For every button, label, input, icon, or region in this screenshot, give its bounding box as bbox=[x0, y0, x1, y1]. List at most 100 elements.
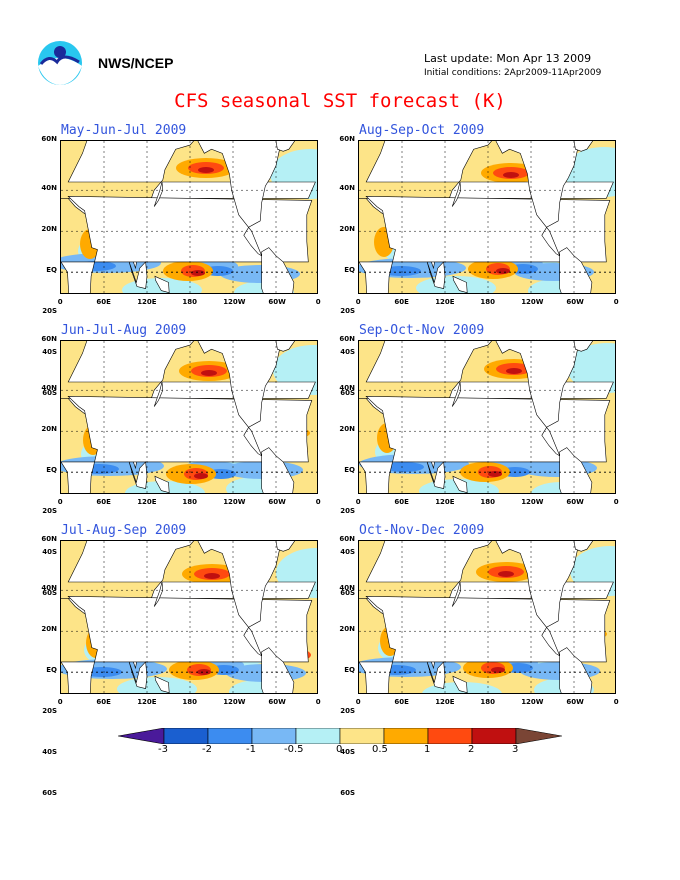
lat-label: EQ bbox=[344, 666, 355, 675]
land bbox=[153, 181, 164, 207]
lat-label: EQ bbox=[46, 666, 57, 675]
land bbox=[197, 341, 288, 457]
colorbar-label: 2 bbox=[468, 744, 475, 755]
colorbar-bin bbox=[163, 728, 209, 744]
lat-label: 60S bbox=[42, 789, 57, 798]
lon-label: 60E bbox=[394, 698, 409, 706]
land bbox=[275, 541, 296, 552]
lat-label: 60S bbox=[340, 589, 355, 598]
map-panel bbox=[60, 540, 318, 694]
lon-label: 120E bbox=[435, 498, 455, 506]
lat-label: 40S bbox=[340, 548, 355, 557]
land bbox=[559, 247, 593, 293]
lat-label: 60S bbox=[42, 389, 57, 398]
lon-label: 120W bbox=[223, 298, 246, 306]
lon-label: 120W bbox=[223, 698, 246, 706]
sst-map bbox=[359, 341, 615, 493]
anomaly-region bbox=[194, 473, 208, 479]
org-name: NWS/NCEP bbox=[98, 55, 174, 71]
land bbox=[573, 341, 594, 352]
anomaly-region bbox=[503, 172, 519, 178]
colorbar-bin bbox=[251, 728, 297, 744]
colorbar-bin bbox=[339, 728, 385, 744]
lat-label: 40S bbox=[340, 348, 355, 357]
land bbox=[573, 141, 594, 152]
land bbox=[275, 341, 296, 352]
lat-label: 20N bbox=[41, 225, 57, 234]
lat-label: 60N bbox=[339, 135, 355, 143]
lon-label: 60W bbox=[566, 698, 584, 706]
lon-label: 60E bbox=[96, 698, 111, 706]
lat-label: 40S bbox=[42, 348, 57, 357]
lat-label: 60S bbox=[42, 589, 57, 598]
colorbar-label: 3 bbox=[512, 744, 519, 755]
colorbar-label: -0.5 bbox=[284, 744, 304, 755]
lon-label: 120E bbox=[137, 698, 157, 706]
lat-label: 40N bbox=[41, 384, 57, 393]
lon-label: 0 bbox=[355, 698, 361, 706]
land bbox=[451, 381, 462, 407]
lat-label: 20S bbox=[340, 707, 355, 716]
sst-map bbox=[359, 541, 615, 693]
lon-label: 0 bbox=[613, 498, 619, 506]
anomaly-region bbox=[201, 370, 217, 376]
land bbox=[495, 541, 586, 657]
lon-label: 0 bbox=[57, 698, 63, 706]
lat-label: 40N bbox=[41, 584, 57, 593]
lon-label: 60E bbox=[96, 298, 111, 306]
colorbar-low-triangle bbox=[118, 728, 165, 744]
lat-label: 40S bbox=[42, 548, 57, 557]
lat-label: 20S bbox=[42, 507, 57, 516]
lon-label: 180 bbox=[480, 698, 496, 706]
lon-label: 60W bbox=[268, 498, 286, 506]
land bbox=[452, 275, 468, 293]
colorbar-label: 0.5 bbox=[372, 744, 388, 755]
land bbox=[495, 141, 586, 257]
map-panel bbox=[60, 140, 318, 294]
land bbox=[154, 275, 170, 293]
map-panel bbox=[358, 340, 616, 494]
lat-label: 20N bbox=[41, 425, 57, 434]
colorbar-bin bbox=[295, 728, 341, 744]
lon-label: 0 bbox=[315, 498, 321, 506]
lat-label: 60N bbox=[41, 535, 57, 543]
colorbar bbox=[118, 728, 562, 744]
anomaly-region bbox=[498, 571, 514, 577]
lon-label: 0 bbox=[57, 498, 63, 506]
lon-label: 0 bbox=[315, 698, 321, 706]
lon-label: 120W bbox=[521, 298, 544, 306]
land bbox=[451, 181, 462, 207]
map-panel bbox=[358, 140, 616, 294]
panel-title-1: May-Jun-Jul 2009 bbox=[61, 123, 187, 138]
sst-map bbox=[61, 341, 317, 493]
panel-title-6: Oct-Nov-Dec 2009 bbox=[359, 523, 485, 538]
lat-label: 40N bbox=[41, 184, 57, 193]
lat-label: 40N bbox=[339, 584, 355, 593]
lat-label: 60N bbox=[339, 335, 355, 343]
panel-title-5: Jul-Aug-Sep 2009 bbox=[61, 523, 187, 538]
lon-label: 120W bbox=[223, 498, 246, 506]
anomaly-region bbox=[496, 268, 510, 274]
lon-label: 180 bbox=[480, 498, 496, 506]
anomaly-region bbox=[491, 667, 505, 673]
lon-label: 120E bbox=[435, 298, 455, 306]
lon-label: 0 bbox=[355, 498, 361, 506]
colorbar-bin bbox=[427, 728, 473, 744]
lon-label: 180 bbox=[182, 698, 198, 706]
colorbar-label: -2 bbox=[202, 744, 212, 755]
lat-label: 60S bbox=[340, 389, 355, 398]
anomaly-region bbox=[506, 368, 522, 374]
lat-label: 20N bbox=[41, 625, 57, 634]
lat-label: 60N bbox=[41, 335, 57, 343]
lat-label: EQ bbox=[344, 266, 355, 275]
land bbox=[153, 381, 164, 407]
map-panel bbox=[358, 540, 616, 694]
land bbox=[153, 581, 164, 607]
main-title: CFS seasonal SST forecast (K) bbox=[174, 90, 506, 112]
lat-label: 20S bbox=[340, 307, 355, 316]
initial-conditions: Initial conditions: 2Apr2009-11Apr2009 bbox=[424, 68, 602, 78]
lon-label: 60E bbox=[394, 298, 409, 306]
lat-label: 60N bbox=[339, 535, 355, 543]
lat-label: 20S bbox=[42, 307, 57, 316]
anomaly-region bbox=[384, 462, 424, 472]
